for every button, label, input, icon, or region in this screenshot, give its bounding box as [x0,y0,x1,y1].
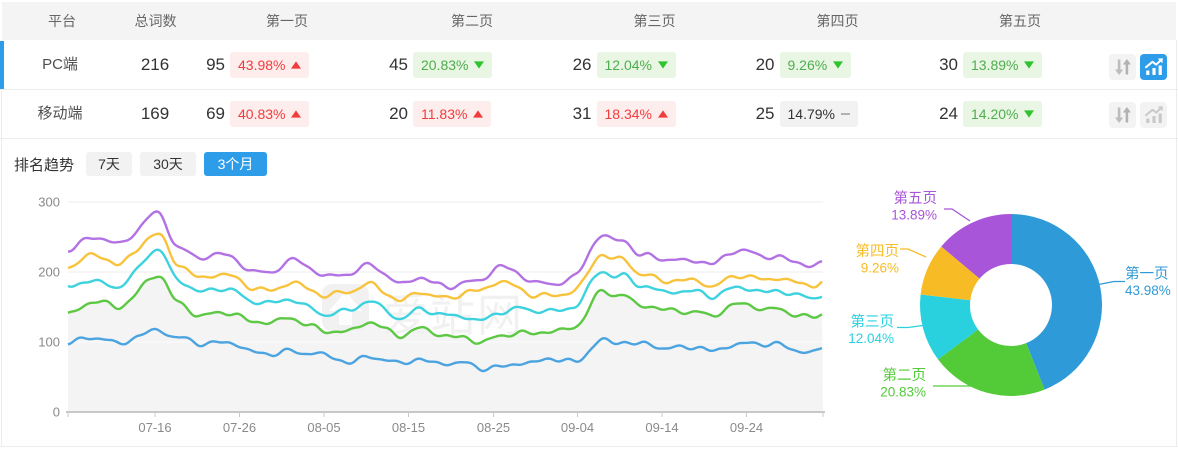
svg-text:08-15: 08-15 [392,420,425,435]
svg-text:12.04%: 12.04% [848,331,894,346]
svg-text:200: 200 [38,265,60,280]
svg-text:0: 0 [53,405,60,420]
svg-text:第五页: 第五页 [894,189,938,207]
svg-text:300: 300 [38,195,60,210]
svg-text:43.98%: 43.98% [1125,283,1171,298]
svg-text:09-14: 09-14 [645,420,678,435]
svg-text:100: 100 [38,335,60,350]
svg-text:9.26%: 9.26% [861,261,899,276]
svg-text:第四页: 第四页 [856,242,900,260]
svg-text:09-04: 09-04 [561,420,594,435]
svg-text:08-05: 08-05 [307,420,340,435]
svg-text:20.83%: 20.83% [880,385,926,400]
svg-text:第一页: 第一页 [1125,265,1169,283]
svg-text:13.89%: 13.89% [891,208,937,223]
svg-text:第二页: 第二页 [883,366,927,384]
svg-text:07-16: 07-16 [138,420,171,435]
svg-text:08-25: 08-25 [477,420,510,435]
svg-text:07-26: 07-26 [223,420,256,435]
svg-text:09-24: 09-24 [730,420,763,435]
svg-text:第三页: 第三页 [851,313,895,331]
